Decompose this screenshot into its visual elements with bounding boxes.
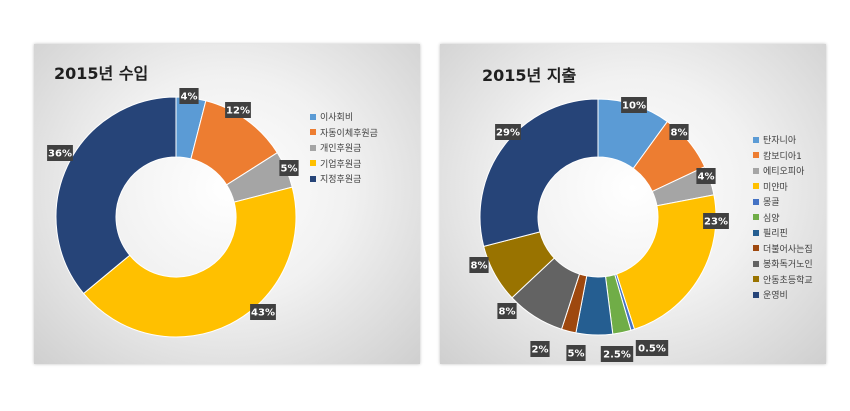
legend-item: 운영비	[753, 287, 813, 303]
donut-slice	[615, 194, 717, 330]
legend-swatch	[753, 229, 759, 236]
legend-swatch	[310, 160, 316, 167]
legend-item: 봉화독거노인	[753, 256, 813, 272]
legend-item: 지정후원금	[310, 171, 378, 187]
legend-swatch	[753, 245, 759, 252]
data-label-text: 36%	[48, 149, 72, 160]
data-label-text: 5%	[568, 349, 585, 360]
data-label-text: 29%	[496, 128, 520, 139]
legend-item: 필리핀	[753, 225, 813, 241]
data-label: 8%	[469, 257, 489, 273]
legend-label: 더불어사는집	[763, 244, 813, 255]
legend-swatch	[753, 152, 759, 159]
legend-swatch	[753, 198, 759, 205]
legend-swatch	[310, 175, 316, 182]
data-label-text: 5%	[281, 164, 298, 175]
legend-swatch	[753, 136, 759, 143]
data-label: 2.5%	[600, 346, 634, 362]
data-label: 8%	[497, 303, 517, 319]
data-label-text: 10%	[622, 101, 646, 112]
legend-label: 봉화독거노인	[763, 260, 813, 271]
income-donut-chart: 4% 12% 5% 43% 36%	[47, 88, 299, 338]
legend-swatch	[310, 113, 316, 120]
legend-item: 미얀마	[753, 179, 813, 195]
legend-swatch	[310, 129, 316, 136]
legend-label: 안동초등학교	[763, 275, 813, 286]
data-label: 2%	[530, 341, 550, 357]
legend-item: 자동이체후원금	[310, 125, 378, 141]
data-label: 5%	[566, 345, 586, 361]
legend-label: 탄자니아	[763, 136, 797, 147]
expense-chart-panel: 2015년 지출 10% 8% 4% 23% 0.5% 2.5% 5% 2% 8% 8% 29% 탄…	[440, 44, 826, 364]
data-label-text: 4%	[181, 92, 198, 103]
data-label: 36%	[47, 145, 73, 161]
legend-label: 지정후원금	[320, 175, 362, 186]
donut-slice	[479, 98, 599, 247]
legend-label: 에티오피아	[763, 167, 805, 178]
data-label-text: 43%	[251, 308, 275, 319]
legend-item: 기업후원금	[310, 156, 378, 172]
legend-swatch	[753, 183, 759, 190]
legend-item: 안동초등학교	[753, 272, 813, 288]
legend-swatch	[753, 167, 759, 174]
data-label-text: 8%	[671, 128, 688, 139]
legend-item: 탄자니아	[753, 132, 813, 148]
legend-label: 몽골	[763, 198, 780, 209]
legend-label: 미얀마	[763, 182, 788, 193]
donut-slice	[82, 186, 297, 338]
legend-swatch	[753, 260, 759, 267]
data-label: 4%	[179, 88, 199, 104]
legend-swatch	[310, 144, 316, 151]
legend-label: 캄보디아1	[763, 151, 802, 162]
income-chart-title: 2015년 수입	[54, 64, 149, 83]
legend-label: 이사회비	[320, 113, 354, 124]
legend-item: 심양	[753, 210, 813, 226]
data-label-text: 12%	[226, 106, 250, 117]
data-label: 8%	[669, 124, 689, 140]
data-label: 10%	[621, 97, 647, 113]
legend-label: 운영비	[763, 291, 788, 302]
data-label: 12%	[225, 102, 251, 118]
data-label-text: 4%	[698, 172, 715, 183]
legend-label: 기업후원금	[320, 159, 362, 170]
legend-item: 몽골	[753, 194, 813, 210]
legend-label: 심양	[763, 213, 780, 224]
data-label: 5%	[279, 160, 299, 176]
data-label-text: 2.5%	[603, 350, 631, 361]
data-label-text: 0.5%	[638, 344, 666, 355]
legend-item: 이사회비	[310, 109, 378, 125]
data-label: 0.5%	[635, 340, 669, 356]
expense-donut-chart: 10% 8% 4% 23% 0.5% 2.5% 5% 2% 8% 8% 29%	[469, 97, 729, 362]
legend-item: 캄보디아1	[753, 148, 813, 164]
legend-swatch	[753, 214, 759, 221]
legend-label: 필리핀	[763, 229, 788, 240]
data-label: 23%	[703, 213, 729, 229]
legend-item: 에티오피아	[753, 163, 813, 179]
legend-swatch	[753, 291, 759, 298]
data-label-text: 8%	[471, 261, 488, 272]
legend-label: 개인후원금	[320, 144, 362, 155]
legend-label: 자동이체후원금	[320, 128, 378, 139]
data-label: 4%	[696, 168, 716, 184]
data-label-text: 23%	[704, 217, 728, 228]
data-label: 43%	[250, 304, 276, 320]
legend-item: 더불어사는집	[753, 241, 813, 257]
data-label-text: 2%	[532, 345, 549, 356]
legend-item: 개인후원금	[310, 140, 378, 156]
legend-swatch	[753, 276, 759, 283]
data-label-text: 8%	[499, 307, 516, 318]
data-label: 29%	[495, 124, 521, 140]
expense-chart-title: 2015년 지출	[482, 66, 577, 85]
donut-slice	[55, 96, 177, 295]
